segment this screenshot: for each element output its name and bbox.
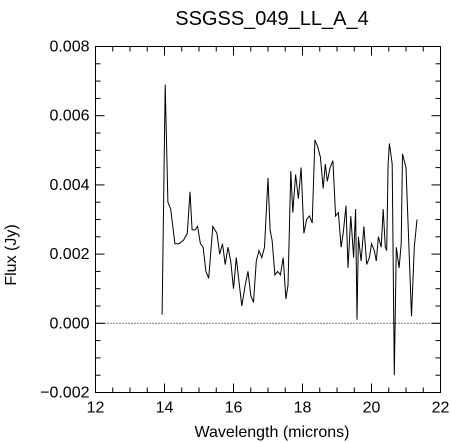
y-tick-label: 0.004 [49,177,89,194]
chart-title: SSGSS_049_LL_A_4 [175,8,369,30]
x-axis-title: Wavelength (microns) [194,424,349,441]
axis-ticks: 12 14 16 18 20 22 −0.002 0.000 0.002 0.004 0.006 0.… [40,39,449,417]
x-tick-label: 20 [363,400,381,417]
y-tick-label: −0.002 [40,385,89,402]
x-tick-label: 22 [432,400,450,417]
x-tick-label: 18 [294,400,312,417]
y-tick-label: 0.000 [49,315,89,332]
series-line-flux [161,84,418,376]
y-axis-title: Flux (Jy) [3,224,20,285]
plot-frame [95,46,441,393]
x-tick-label: 14 [156,400,174,417]
x-tick-label: 16 [225,400,243,417]
y-tick-label: 0.006 [49,108,89,125]
x-tick-label: 12 [87,400,105,417]
y-tick-label: 0.008 [49,39,89,56]
y-tick-label: 0.002 [49,246,89,263]
